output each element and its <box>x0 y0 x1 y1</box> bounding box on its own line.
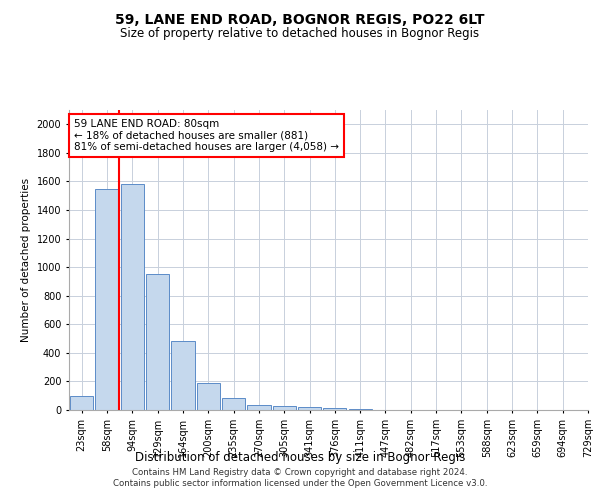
Text: 59 LANE END ROAD: 80sqm
← 18% of detached houses are smaller (881)
81% of semi-d: 59 LANE END ROAD: 80sqm ← 18% of detache… <box>74 119 339 152</box>
Bar <box>70 396 94 410</box>
Bar <box>222 398 245 410</box>
Bar <box>247 405 271 410</box>
Bar <box>171 342 194 410</box>
Bar <box>121 184 144 410</box>
Bar <box>197 383 220 410</box>
Text: Distribution of detached houses by size in Bognor Regis: Distribution of detached houses by size … <box>135 451 465 464</box>
Y-axis label: Number of detached properties: Number of detached properties <box>21 178 31 342</box>
Bar <box>146 274 169 410</box>
Text: 59, LANE END ROAD, BOGNOR REGIS, PO22 6LT: 59, LANE END ROAD, BOGNOR REGIS, PO22 6L… <box>115 12 485 26</box>
Bar <box>298 407 321 410</box>
Bar <box>95 188 119 410</box>
Bar <box>323 408 346 410</box>
Bar <box>272 406 296 410</box>
Bar <box>349 408 372 410</box>
Text: Size of property relative to detached houses in Bognor Regis: Size of property relative to detached ho… <box>121 28 479 40</box>
Text: Contains HM Land Registry data © Crown copyright and database right 2024.
Contai: Contains HM Land Registry data © Crown c… <box>113 468 487 487</box>
